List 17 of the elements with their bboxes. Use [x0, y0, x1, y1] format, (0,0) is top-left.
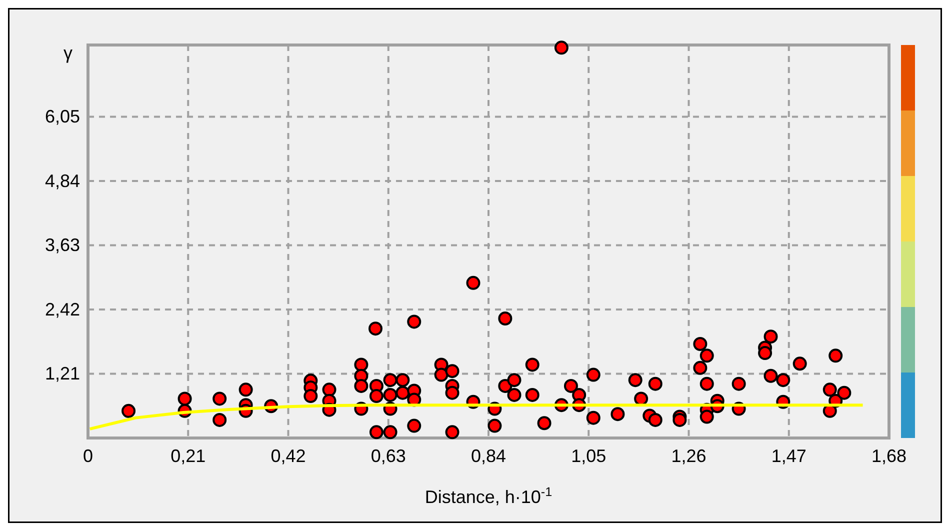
y-tick-label: 6,05	[44, 106, 80, 127]
x-tick-label: 0,63	[370, 446, 406, 466]
x-tick-label: 0,84	[470, 446, 506, 466]
x-tick-label: 1,26	[671, 446, 706, 466]
y-tick-label: 3,63	[44, 235, 80, 256]
x-tick-label: 1,05	[571, 446, 606, 466]
y-axis-title: γ	[64, 43, 72, 63]
x-axis-title: Distance, h·10$^{-1}$	[424, 485, 552, 507]
y-tick-label: 1,21	[44, 364, 80, 384]
x-tick-label: 0	[82, 446, 94, 466]
line-series	[88, 404, 864, 430]
x-tick-label: 1,68	[871, 446, 907, 466]
y-tick-label: 4,84	[44, 170, 80, 191]
y-tick-label: 2,42	[44, 299, 80, 320]
x-tick-label: 1,47	[771, 446, 806, 466]
x-tick-label: 0,42	[270, 446, 306, 466]
x-tick-label: 0,21	[170, 446, 206, 466]
